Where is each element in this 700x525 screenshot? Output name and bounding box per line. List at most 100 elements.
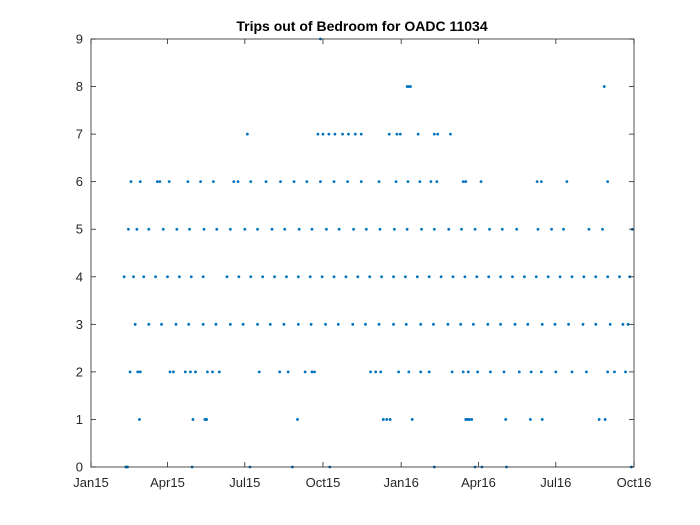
data-point bbox=[257, 370, 261, 374]
data-point bbox=[380, 275, 384, 279]
data-point bbox=[415, 275, 419, 279]
data-point bbox=[432, 322, 435, 326]
data-point bbox=[476, 370, 480, 374]
data-point bbox=[540, 418, 544, 421]
data-point bbox=[243, 227, 247, 231]
data-point bbox=[353, 132, 357, 136]
data-point bbox=[316, 132, 320, 136]
x-tick-label: Oct16 bbox=[617, 475, 652, 490]
data-point bbox=[292, 180, 296, 184]
data-point bbox=[201, 322, 205, 326]
data-point bbox=[177, 275, 181, 279]
data-point bbox=[283, 227, 287, 231]
plot-area bbox=[91, 39, 634, 467]
data-point bbox=[215, 227, 219, 231]
data-point bbox=[138, 180, 142, 184]
data-point bbox=[261, 275, 265, 279]
data-point bbox=[379, 370, 383, 374]
data-point bbox=[479, 180, 483, 184]
y-tick-label: 8 bbox=[76, 79, 83, 94]
data-point bbox=[324, 322, 327, 326]
data-point bbox=[201, 275, 205, 279]
data-point bbox=[378, 227, 382, 231]
data-point bbox=[597, 418, 601, 421]
data-point bbox=[395, 132, 399, 136]
data-point bbox=[429, 180, 433, 184]
data-point bbox=[515, 227, 519, 231]
data-point bbox=[464, 180, 468, 184]
data-point bbox=[356, 275, 360, 279]
data-point bbox=[202, 227, 206, 231]
data-point bbox=[126, 227, 130, 231]
data-point bbox=[321, 132, 325, 136]
data-point bbox=[191, 418, 195, 421]
points-layer bbox=[122, 37, 634, 469]
data-point bbox=[228, 227, 232, 231]
data-point bbox=[297, 227, 301, 231]
data-point bbox=[539, 370, 543, 374]
data-point bbox=[279, 180, 282, 184]
data-point bbox=[364, 322, 367, 326]
data-point bbox=[158, 180, 162, 184]
data-point bbox=[432, 227, 436, 231]
data-point bbox=[528, 418, 532, 421]
data-point bbox=[122, 275, 126, 279]
data-point bbox=[161, 227, 165, 231]
data-point bbox=[346, 180, 350, 184]
data-point bbox=[398, 132, 402, 136]
data-point bbox=[308, 275, 312, 279]
data-point bbox=[351, 322, 355, 326]
data-point bbox=[451, 275, 455, 279]
data-point bbox=[570, 370, 574, 374]
data-point bbox=[446, 322, 450, 326]
data-point bbox=[310, 370, 314, 374]
data-point bbox=[138, 370, 142, 374]
data-point bbox=[368, 275, 372, 279]
y-tick-label: 7 bbox=[76, 127, 83, 142]
data-point bbox=[554, 370, 558, 374]
data-point bbox=[461, 370, 465, 374]
x-tick-label: Jan15 bbox=[73, 475, 108, 490]
data-point bbox=[470, 418, 474, 421]
data-point bbox=[136, 370, 140, 374]
x-tick-label: Apr16 bbox=[461, 475, 496, 490]
data-point bbox=[374, 370, 378, 374]
data-point bbox=[128, 370, 132, 374]
data-point bbox=[427, 370, 431, 374]
data-point bbox=[319, 180, 322, 184]
data-point bbox=[582, 275, 586, 279]
data-point bbox=[601, 227, 604, 231]
data-point bbox=[404, 275, 407, 279]
data-point bbox=[359, 132, 363, 136]
data-point bbox=[324, 227, 328, 231]
data-point bbox=[488, 227, 491, 231]
data-point bbox=[463, 275, 467, 279]
data-point bbox=[142, 275, 146, 279]
data-point bbox=[606, 370, 610, 374]
data-point bbox=[214, 322, 218, 326]
data-point bbox=[211, 370, 214, 374]
data-point bbox=[550, 227, 553, 231]
data-point bbox=[135, 227, 139, 231]
data-point bbox=[320, 275, 324, 279]
data-point bbox=[336, 322, 340, 326]
data-point bbox=[522, 275, 526, 279]
data-point bbox=[500, 227, 504, 231]
data-point bbox=[460, 227, 463, 231]
data-point bbox=[147, 322, 151, 326]
data-point bbox=[529, 370, 533, 374]
data-point bbox=[567, 322, 570, 326]
data-point bbox=[606, 180, 610, 184]
data-point bbox=[526, 322, 530, 326]
y-tick-label: 1 bbox=[76, 412, 83, 427]
data-point bbox=[187, 322, 191, 326]
data-point bbox=[602, 85, 606, 88]
data-point bbox=[392, 275, 395, 279]
data-point bbox=[205, 418, 208, 421]
data-point bbox=[502, 370, 506, 374]
data-point bbox=[466, 370, 470, 374]
data-point bbox=[581, 322, 585, 326]
data-point bbox=[608, 322, 612, 326]
data-point bbox=[337, 227, 341, 231]
